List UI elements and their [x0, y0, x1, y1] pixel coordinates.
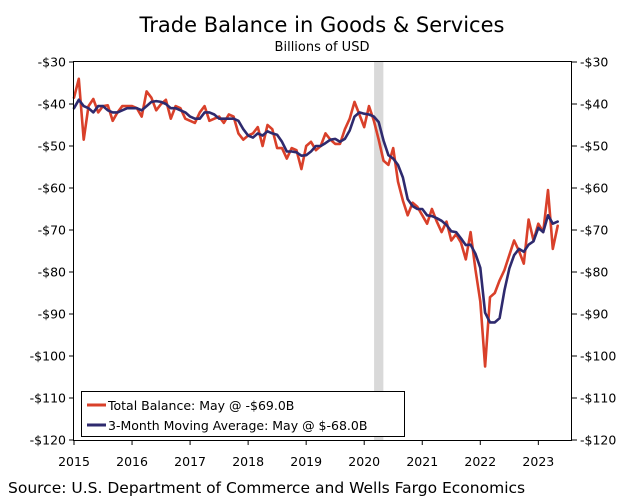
x-tick-label: 2023 [522, 454, 554, 469]
y-tick-label-left: -$110 [30, 391, 66, 406]
legend: Total Balance: May @ -$69.0B 3-Month Mov… [81, 391, 405, 437]
x-tick-label: 2022 [464, 454, 496, 469]
legend-moving-average-label: 3-Month Moving Average: May @ $-68.0B [108, 418, 367, 433]
x-tick-label: 2016 [116, 454, 148, 469]
x-tick-label: 2017 [174, 454, 206, 469]
y-tick-label-left: -$30 [38, 55, 66, 70]
y-tick-label-right: -$50 [580, 139, 608, 154]
y-tick-label-left: -$50 [38, 139, 66, 154]
plot-frame [73, 61, 572, 441]
y-tick-label-left: -$60 [38, 181, 66, 196]
y-tick-label-left: -$120 [30, 433, 66, 448]
y-tick-label-left: -$100 [30, 349, 66, 364]
x-tick-label: 2018 [232, 454, 264, 469]
y-tick-label-right: -$90 [580, 307, 608, 322]
y-tick-label-right: -$120 [580, 433, 616, 448]
legend-box [81, 391, 405, 437]
y-tick-label-right: -$30 [580, 55, 608, 70]
x-tick-label: 2020 [348, 454, 380, 469]
chart-title: Trade Balance in Goods & Services [139, 13, 505, 37]
chart-subtitle: Billions of USD [275, 40, 370, 55]
source-note: Source: U.S. Department of Commerce and … [8, 479, 525, 497]
y-tick-label-left: -$70 [38, 223, 66, 238]
x-tick-label: 2021 [406, 454, 438, 469]
y-tick-label-left: -$40 [38, 97, 66, 112]
y-tick-label-right: -$100 [580, 349, 616, 364]
recession-band [374, 62, 384, 440]
legend-total-balance-label: Total Balance: May @ -$69.0B [107, 398, 294, 413]
x-tick-label: 2015 [58, 454, 90, 469]
x-tick-label: 2019 [290, 454, 322, 469]
y-tick-label-right: -$40 [580, 97, 608, 112]
y-tick-label-left: -$80 [38, 265, 66, 280]
y-tick-label-left: -$90 [38, 307, 66, 322]
y-tick-label-right: -$60 [580, 181, 608, 196]
total-balance-line [72, 77, 560, 368]
y-tick-label-right: -$80 [580, 265, 608, 280]
y-tick-label-right: -$70 [580, 223, 608, 238]
y-tick-label-right: -$110 [580, 391, 616, 406]
moving-average-line [72, 98, 560, 324]
